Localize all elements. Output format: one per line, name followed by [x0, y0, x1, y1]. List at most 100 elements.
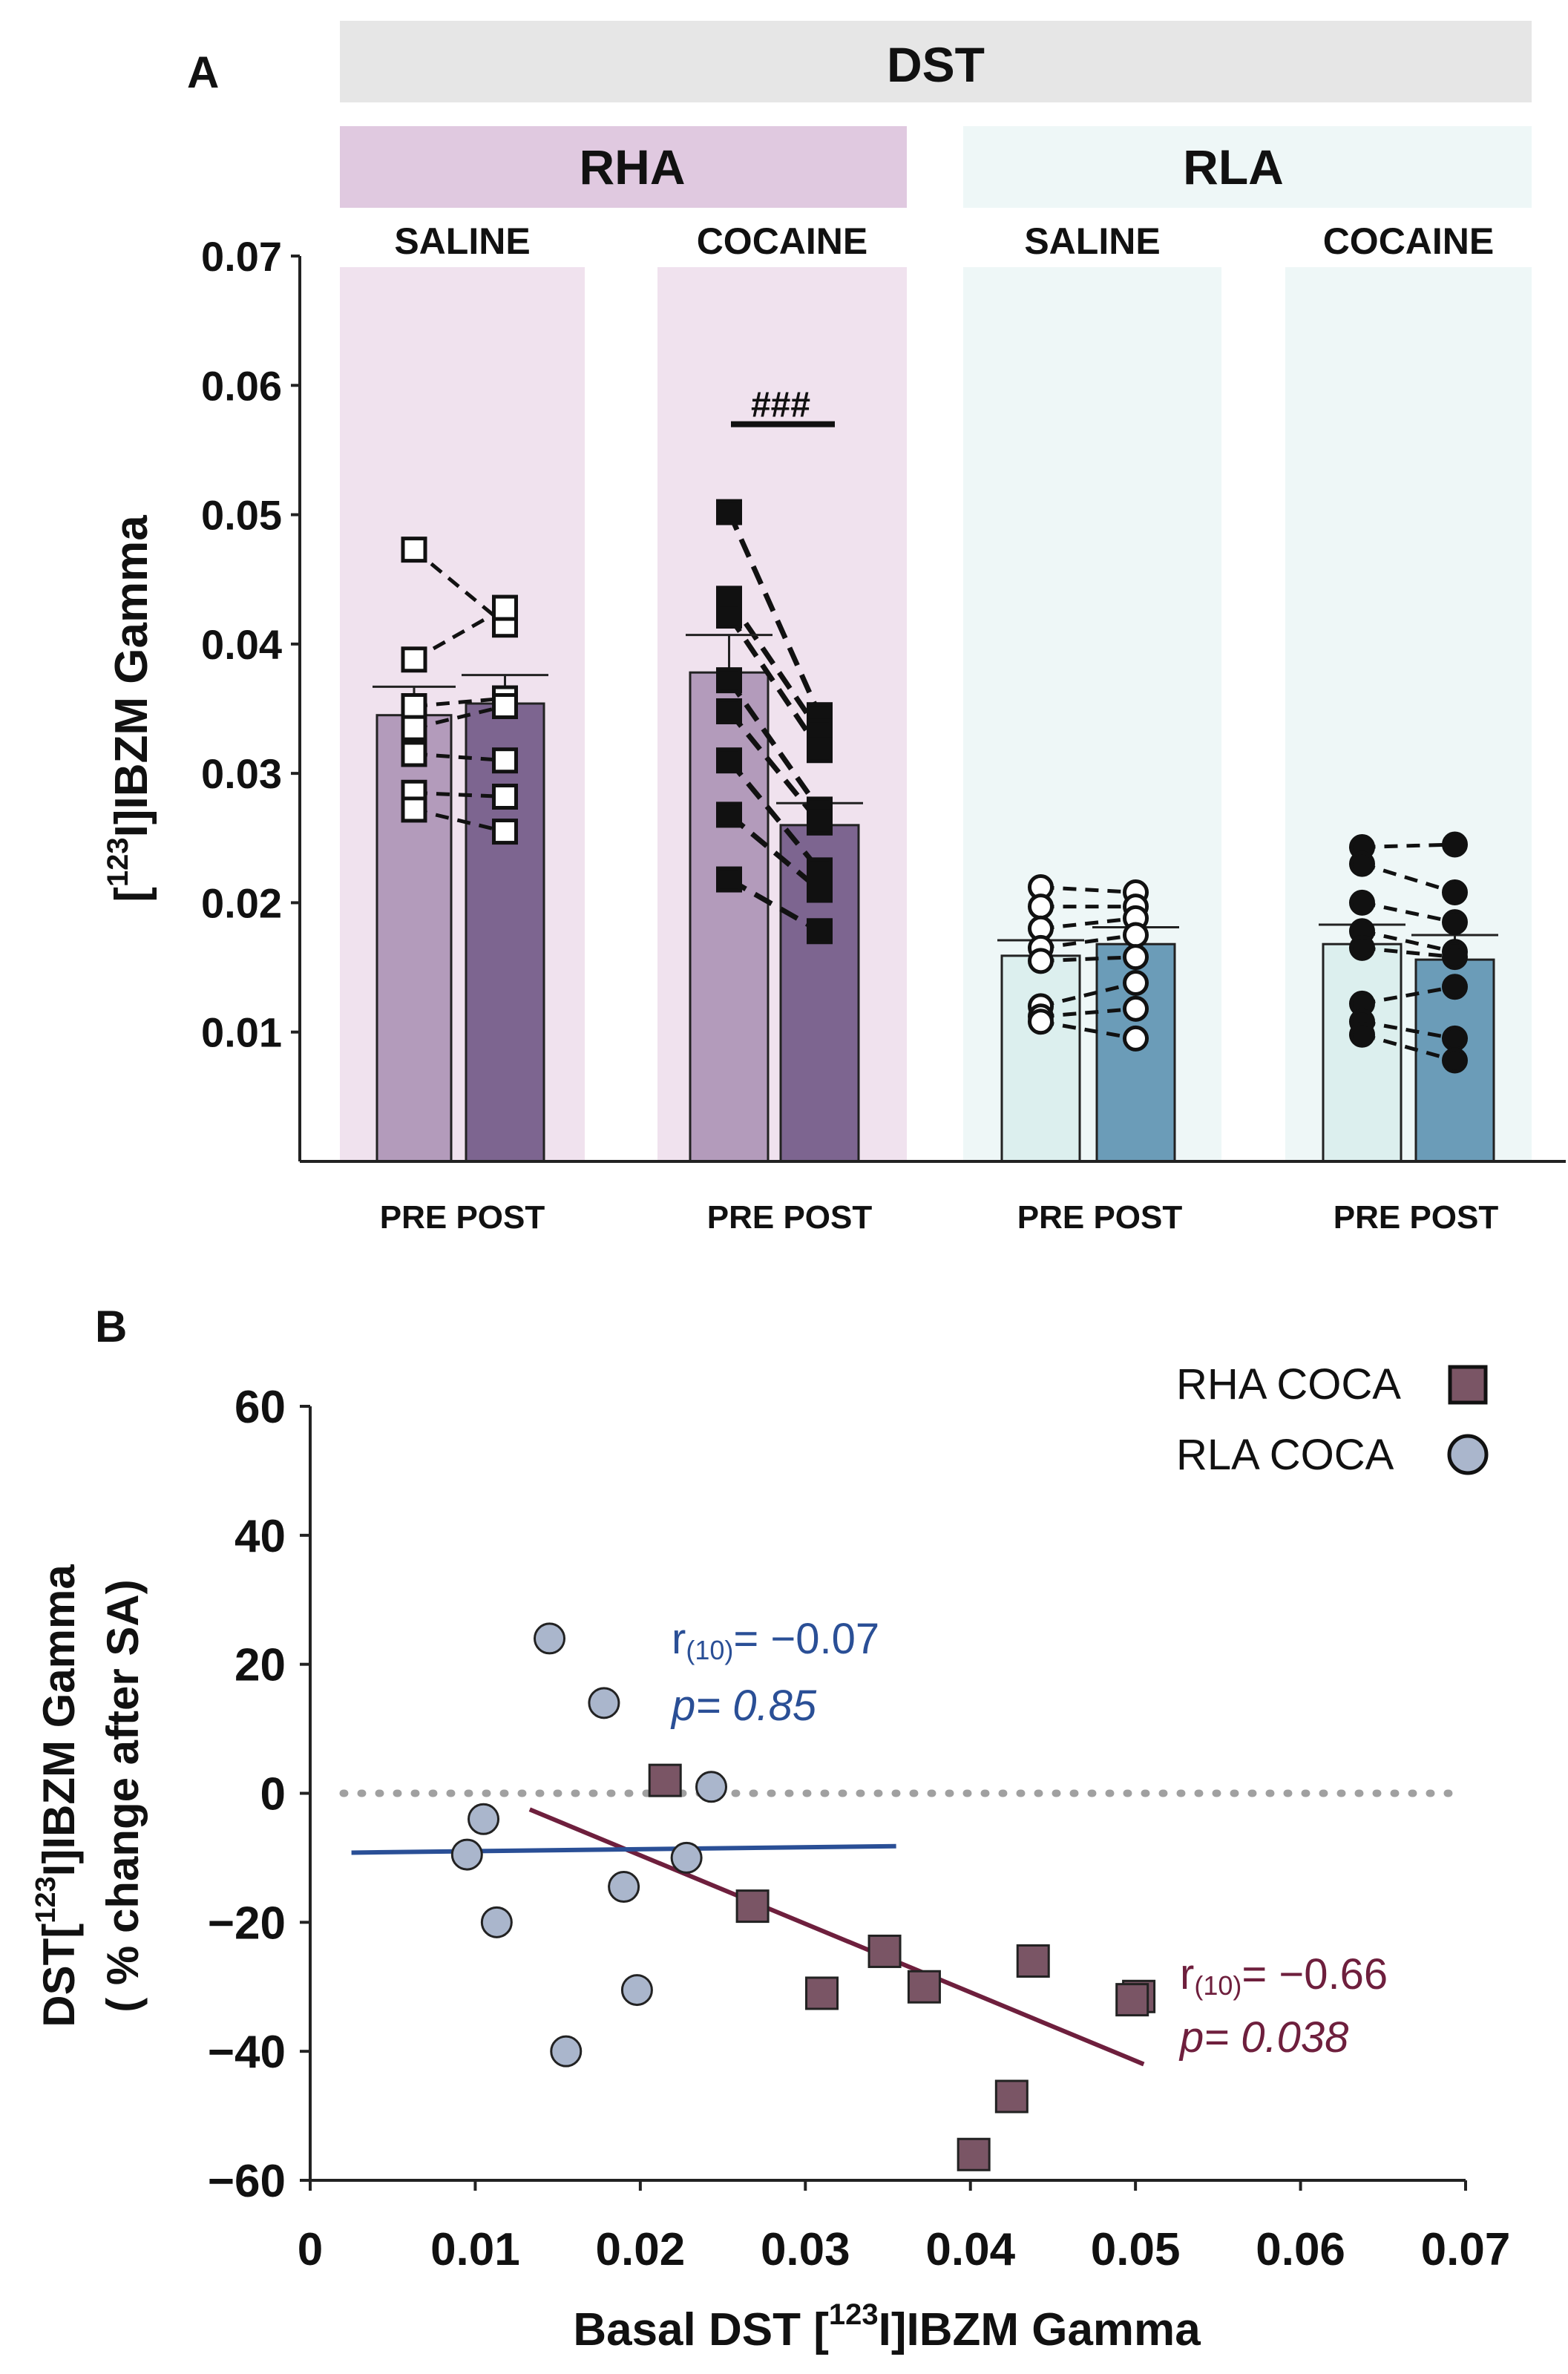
panel-b-x-ticks: 0 0.01 0.02 0.03 0.04 0.05 0.06 0.07: [298, 2180, 1511, 2275]
rha-p-value: p= 0.038: [1178, 2013, 1348, 2062]
y-tick-label: 0.05: [201, 492, 282, 539]
pair-line: [726, 678, 822, 811]
data-point-circle: [1123, 969, 1149, 996]
x-tick-label: 0: [298, 2224, 323, 2275]
x-tick-label: 0.04: [925, 2224, 1015, 2275]
rla-coca-point: [588, 1687, 620, 1719]
panel-b-letter: B: [95, 1302, 127, 1351]
rha-coca-point: [735, 1889, 770, 1924]
rha-coca-point: [1016, 1944, 1050, 1978]
rla-header-bar: [963, 126, 1532, 208]
data-point-square: [716, 667, 742, 694]
x-tick-label: PRE POST: [380, 1199, 545, 1236]
data-point-square: [401, 741, 427, 767]
pair-line: [1361, 862, 1456, 894]
dst-header-bar: [340, 21, 1532, 102]
treatment-label: SALINE: [394, 220, 530, 262]
x-tick-label: 0.07: [1421, 2224, 1511, 2275]
pair-line: [726, 614, 822, 752]
rla-r-subscript: (10): [686, 1635, 733, 1665]
treatment-label: COCAINE: [697, 220, 868, 262]
b-ylabel-superscript: 123: [30, 1876, 62, 1923]
panel-b: B 0 0.01 0.02 0.03 0.04 0.05 0.06 0.07 6040200−…: [30, 1302, 1510, 2355]
rla-coca-point: [670, 1841, 703, 1874]
y-tick-label: 0.04: [201, 621, 282, 668]
ylabel-suffix: I]IBZM Gamma: [106, 515, 157, 838]
data-point-circle: [1442, 1025, 1468, 1052]
significance-label: ###: [751, 386, 810, 425]
data-point-circle: [1028, 893, 1054, 920]
y-tick-label: 40: [234, 1511, 286, 1562]
y-tick-label: 60: [234, 1382, 286, 1433]
rha-coca-point: [648, 1763, 682, 1797]
rla-regression-line: [351, 1843, 896, 1855]
panel-a-y-axis-label: [123I]IBZM Gamma: [102, 515, 157, 902]
data-point-square: [401, 646, 427, 673]
pair-line: [1361, 929, 1456, 954]
data-point-square: [401, 537, 427, 563]
x-tick-label: PRE POST: [1017, 1199, 1183, 1236]
data-point-square: [807, 737, 833, 764]
y-tick-label: −60: [208, 2156, 286, 2207]
pair-line: [413, 790, 505, 799]
data-point-circle: [1028, 948, 1054, 974]
legend-label-rha-coca: RHA COCA: [1176, 1360, 1401, 1409]
panel-a-treatment-labels: SALINE COCAINE SALINE COCAINE: [394, 220, 1494, 262]
legend-label-rla-coca: RLA COCA: [1176, 1431, 1394, 1479]
pair-line: [726, 597, 822, 734]
rla-r-value: r(10)= −0.07: [672, 1615, 879, 1665]
rla-p-value: p= 0.85: [670, 1682, 817, 1730]
data-point-circle: [1442, 1047, 1468, 1074]
data-point-circle: [1349, 889, 1375, 916]
rla-r-number: = −0.07: [733, 1615, 879, 1663]
data-point-square: [807, 918, 833, 945]
rla-coca-point: [480, 1906, 513, 1938]
x-tick-label: 0.02: [596, 2224, 686, 2275]
data-point-circle: [1349, 934, 1375, 961]
data-point-circle: [1442, 831, 1468, 858]
rha-r-subscript: (10): [1194, 1970, 1241, 2001]
treatment-label: COCAINE: [1323, 220, 1495, 262]
y-tick-label: −20: [208, 1898, 286, 1949]
rla-coca-point: [550, 2035, 583, 2068]
data-point-square: [492, 784, 518, 810]
pair-line: [727, 877, 821, 934]
ylabel-superscript: 123: [102, 837, 134, 887]
pair-line: [1361, 1032, 1456, 1063]
panel-a-y-ticks: 0.01 0.02 0.03 0.04 0.05 0.06 0.07: [201, 233, 300, 1056]
regression-lines: [351, 1807, 1145, 2067]
bar-post: [465, 702, 545, 1163]
pair-line: [1040, 916, 1136, 931]
b-xlabel-superscript: 123: [829, 2298, 879, 2331]
data-point-square: [716, 801, 742, 828]
x-tick-label: 0.01: [430, 2224, 520, 2275]
bar-pre: [1000, 954, 1081, 1163]
data-point-square: [807, 876, 833, 903]
y-tick-label: 0.07: [201, 233, 282, 280]
rla-coca-point: [695, 1771, 728, 1803]
rha-header-bar: [340, 126, 907, 208]
rha-coca-point: [907, 1970, 941, 2004]
pair-line: [413, 704, 506, 730]
b-ylabel-prefix: DST[: [34, 1924, 84, 2027]
panel-b-y-axis-label-line1: DST[123I]IBZM Gamma: [30, 1564, 84, 2027]
pair-line: [1362, 945, 1455, 960]
pair-line: [413, 548, 507, 626]
bar-pre: [1322, 942, 1403, 1163]
data-point-circle: [1123, 1025, 1149, 1052]
x-tick-label: PRE POST: [1334, 1199, 1499, 1236]
pair-line: [1362, 985, 1455, 1006]
panel-a-letter: A: [187, 47, 219, 97]
y-tick-label: 0.02: [201, 879, 282, 926]
pair-line: [727, 813, 821, 892]
data-point-circle: [1349, 850, 1375, 877]
pair-line: [413, 752, 505, 763]
rla-coca-point: [608, 1871, 640, 1904]
rha-coca-point: [994, 2079, 1029, 2114]
b-xlabel-prefix: Basal DST [: [573, 2304, 829, 2355]
legend-marker-rha-coca: [1448, 1365, 1488, 1405]
rha-r-number: = −0.66: [1241, 1950, 1388, 1998]
pair-line: [413, 696, 505, 709]
data-point-square: [716, 499, 742, 525]
